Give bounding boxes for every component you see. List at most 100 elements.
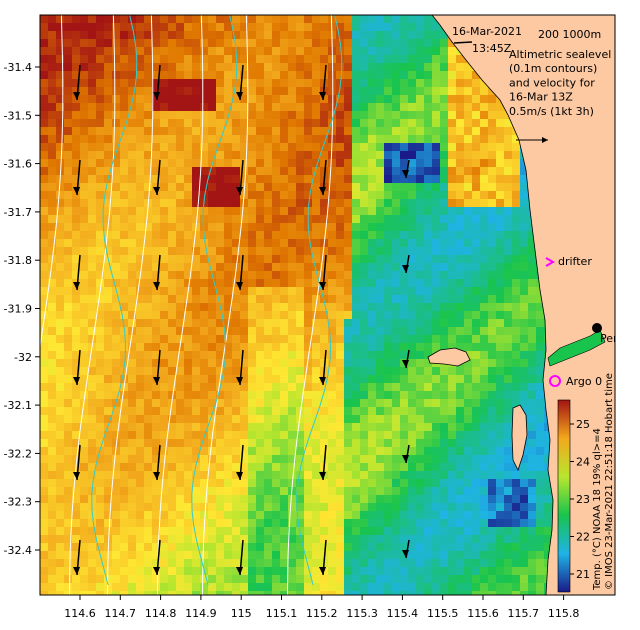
sst-pixel <box>464 215 472 223</box>
sst-pixel <box>416 535 424 543</box>
sst-pixel <box>488 271 496 279</box>
sst-pixel <box>304 71 312 79</box>
sst-pixel <box>216 103 224 111</box>
sst-pixel <box>456 287 464 295</box>
sst-pixel <box>296 239 304 247</box>
sst-pixel <box>40 15 48 23</box>
sst-pixel <box>360 303 368 311</box>
sst-pixel <box>80 103 88 111</box>
sst-pixel <box>408 399 416 407</box>
sst-pixel <box>224 439 232 447</box>
sst-pixel <box>200 511 208 519</box>
sst-pixel <box>304 479 312 487</box>
sst-pixel <box>216 527 224 535</box>
sst-pixel <box>248 183 256 191</box>
sst-pixel <box>440 127 448 135</box>
sst-pixel <box>160 511 168 519</box>
sst-pixel <box>152 15 160 23</box>
sst-pixel <box>472 319 480 327</box>
sst-pixel <box>304 39 312 47</box>
sst-pixel <box>96 543 104 551</box>
sst-pixel <box>96 375 104 383</box>
sst-pixel <box>440 63 448 71</box>
sst-pixel <box>320 343 328 351</box>
sst-pixel <box>352 495 360 503</box>
sst-pixel <box>104 527 112 535</box>
sst-pixel <box>448 375 456 383</box>
sst-pixel <box>176 71 184 79</box>
sst-pixel <box>296 167 304 175</box>
sst-pixel <box>56 455 64 463</box>
sst-pixel <box>336 103 344 111</box>
sst-pixel <box>312 231 320 239</box>
sst-pixel <box>416 47 424 55</box>
sst-pixel <box>48 95 56 103</box>
sst-pixel <box>464 519 472 527</box>
sst-pixel <box>128 407 136 415</box>
sst-pixel <box>320 263 328 271</box>
sst-pixel <box>448 559 456 567</box>
sst-pixel <box>488 303 496 311</box>
sst-pixel <box>72 55 80 63</box>
sst-pixel <box>104 39 112 47</box>
sst-pixel <box>472 303 480 311</box>
sst-pixel <box>88 479 96 487</box>
sst-pixel <box>384 335 392 343</box>
sst-pixel <box>184 103 192 111</box>
sst-pixel <box>248 559 256 567</box>
sst-pixel <box>152 495 160 503</box>
sst-pixel <box>224 103 232 111</box>
sst-pixel <box>200 79 208 87</box>
sst-pixel <box>448 343 456 351</box>
sst-pixel <box>416 447 424 455</box>
sst-pixel <box>520 383 528 391</box>
sst-pixel <box>344 127 352 135</box>
sst-pixel <box>432 207 440 215</box>
sst-pixel <box>472 223 480 231</box>
sst-pixel <box>336 87 344 95</box>
sst-pixel <box>136 327 144 335</box>
sst-pixel <box>400 471 408 479</box>
sst-pixel <box>176 535 184 543</box>
sst-pixel <box>328 263 336 271</box>
sst-pixel <box>400 231 408 239</box>
sst-pixel <box>288 119 296 127</box>
sst-pixel <box>312 415 320 423</box>
sst-pixel <box>168 311 176 319</box>
sst-pixel <box>480 255 488 263</box>
sst-pixel <box>184 327 192 335</box>
sst-pixel <box>120 287 128 295</box>
sst-pixel <box>272 319 280 327</box>
sst-pixel <box>344 207 352 215</box>
sst-pixel <box>200 551 208 559</box>
sst-pixel <box>352 191 360 199</box>
sst-pixel <box>376 207 384 215</box>
sst-pixel <box>360 143 368 151</box>
sst-pixel <box>160 327 168 335</box>
sst-pixel <box>96 215 104 223</box>
sst-pixel <box>448 527 456 535</box>
sst-pixel <box>184 255 192 263</box>
sst-pixel <box>64 543 72 551</box>
sst-pixel <box>144 327 152 335</box>
sst-pixel <box>208 199 216 207</box>
sst-pixel <box>376 55 384 63</box>
sst-pixel <box>480 199 488 207</box>
sst-pixel <box>176 23 184 31</box>
sst-pixel <box>480 383 488 391</box>
sst-pixel <box>208 415 216 423</box>
sst-pixel <box>240 31 248 39</box>
sst-pixel <box>224 231 232 239</box>
sst-pixel <box>488 231 496 239</box>
sst-pixel <box>280 359 288 367</box>
sst-pixel <box>416 455 424 463</box>
sst-pixel <box>504 439 512 447</box>
sst-pixel <box>112 151 120 159</box>
sst-pixel <box>184 95 192 103</box>
sst-pixel <box>392 239 400 247</box>
sst-pixel <box>528 479 536 487</box>
sst-pixel <box>168 535 176 543</box>
sst-pixel <box>184 279 192 287</box>
sst-pixel <box>496 407 504 415</box>
sst-pixel <box>360 23 368 31</box>
